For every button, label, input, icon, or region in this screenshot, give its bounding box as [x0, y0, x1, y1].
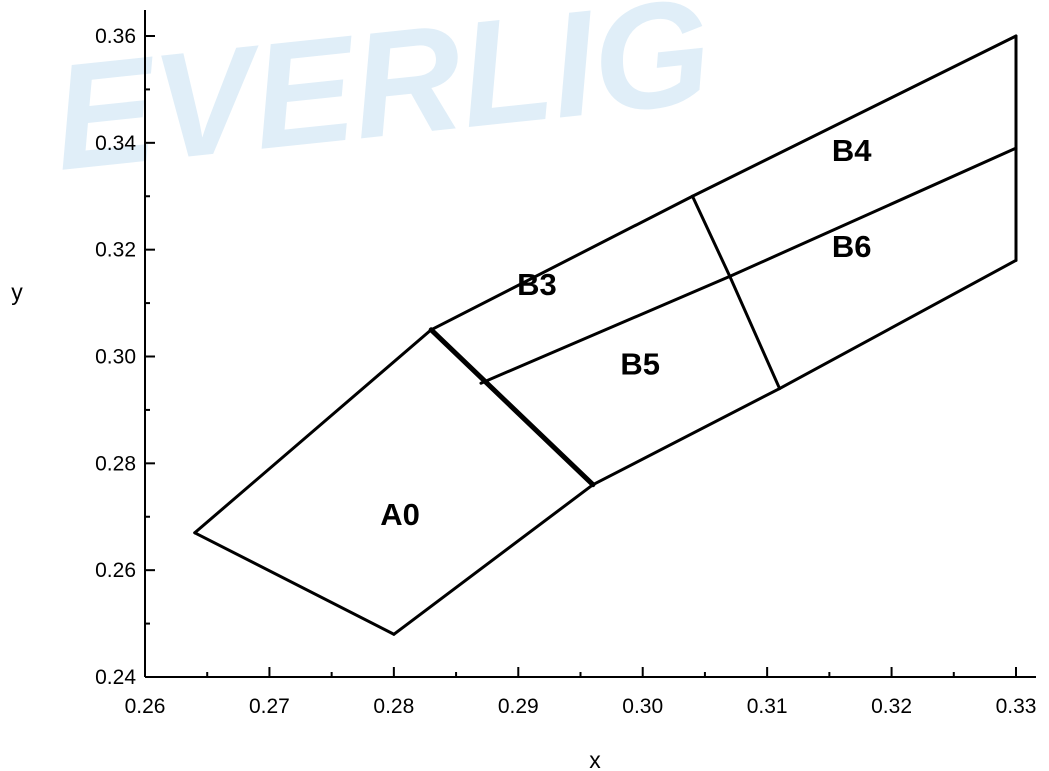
- y-tick-label: 0.26: [95, 559, 136, 582]
- region-labels-group: A0 B3 B4 B5 B6: [380, 133, 872, 532]
- region-label-b6: B6: [832, 229, 872, 264]
- boundary-line-bold: [428, 327, 596, 488]
- boundary-line: [728, 146, 1018, 278]
- x-tick-label: 0.31: [747, 695, 788, 718]
- y-axis-title: y: [11, 279, 23, 305]
- boundary-line: [591, 387, 782, 487]
- boundary-line: [392, 483, 595, 636]
- y-tick-label: 0.34: [95, 132, 136, 155]
- boundary-line: [193, 328, 433, 535]
- x-tick-label: 0.32: [871, 695, 912, 718]
- boundary-lines-group: [193, 34, 1018, 636]
- region-label-b3: B3: [517, 267, 557, 302]
- boundary-line: [479, 274, 732, 385]
- y-tick-label: 0.30: [95, 346, 136, 369]
- x-axis-title: x: [589, 747, 601, 771]
- region-label-b4: B4: [832, 133, 872, 168]
- x-tick-label: 0.28: [373, 695, 414, 718]
- watermark-text: EVERLIG: [46, 0, 718, 202]
- y-tick-label: 0.32: [95, 239, 136, 262]
- region-label-a0: A0: [380, 497, 420, 532]
- x-tick-label: 0.26: [125, 695, 166, 718]
- y-tick-label: 0.28: [95, 452, 136, 475]
- axes-group: 0.26 0.27 0.28 0.29 0.30 0.31 0.32 0.33 0.24 0.26…: [95, 10, 1036, 718]
- y-tick-label: 0.24: [95, 666, 136, 689]
- x-tick-label: 0.27: [249, 695, 290, 718]
- boundary-line: [193, 531, 396, 636]
- boundary-line: [690, 34, 1018, 198]
- x-tick-label: 0.29: [498, 695, 539, 718]
- boundary-line: [690, 194, 732, 278]
- boundary-line: [778, 258, 1018, 391]
- x-tick-label: 0.30: [622, 695, 663, 718]
- region-label-b5: B5: [620, 347, 660, 382]
- y-tick-label: 0.36: [95, 25, 136, 48]
- boundary-line: [728, 274, 782, 391]
- x-tick-label: 0.33: [996, 695, 1037, 718]
- boundary-line: [429, 194, 694, 332]
